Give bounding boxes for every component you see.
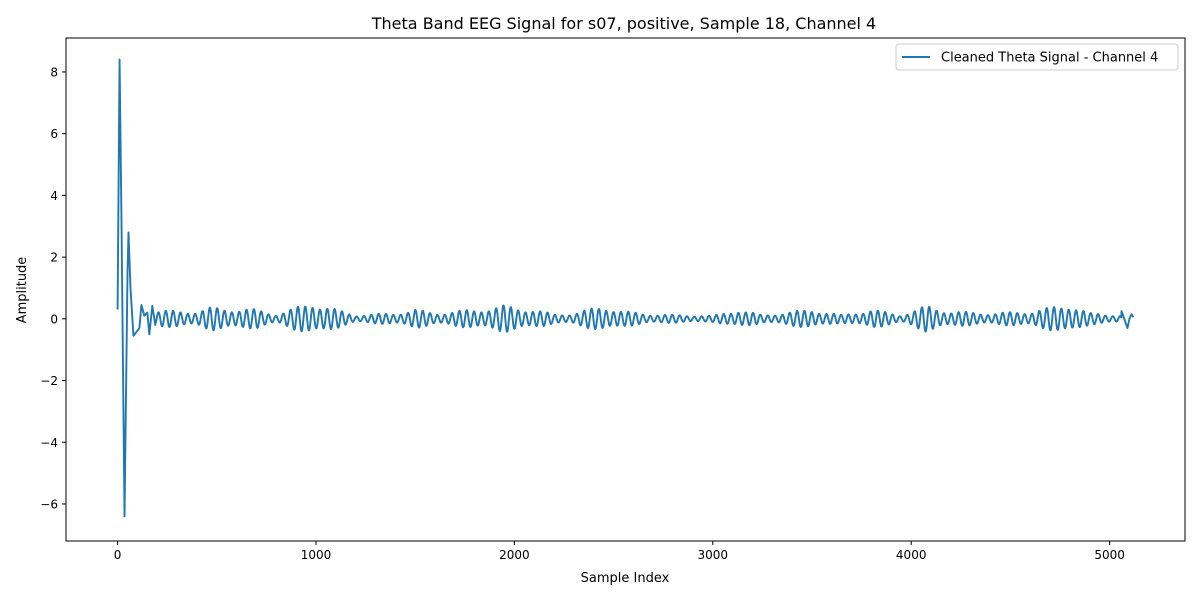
plot-background [66,38,1185,541]
y-tick-label: 2 [50,251,58,265]
y-tick-label: 6 [50,127,58,141]
x-tick-label: 3000 [698,548,729,562]
y-axis: −6 −4 −2 0 2 4 6 8 [40,65,66,511]
series-layer [116,58,1135,518]
y-tick-label: −4 [40,436,58,450]
chart-title: Theta Band EEG Signal for s07, positive,… [371,14,876,33]
y-axis-label: Amplitude [15,257,30,324]
y-tick-label: 8 [50,65,58,79]
x-axis-label: Sample Index [581,571,670,586]
x-tick-label: 5000 [1094,548,1125,562]
plot-frame [65,37,1186,542]
y-tick-label: 0 [50,312,58,326]
series-line-channel-4 [116,58,1135,518]
x-axis: 0 1000 2000 3000 4000 5000 [114,541,1125,562]
y-tick-label: −6 [40,497,58,511]
x-tick-label: 4000 [896,548,927,562]
y-tick-label: −2 [40,374,58,388]
x-tick-label: 0 [114,548,122,562]
plot-area [65,37,1186,542]
x-tick-label: 1000 [301,548,332,562]
x-tick-label: 2000 [499,548,530,562]
y-tick-label: 4 [50,189,58,203]
legend-box [895,43,1179,71]
legend-label: Cleaned Theta Signal - Channel 4 [941,51,1158,66]
legend: Cleaned Theta Signal - Channel 4 [895,43,1179,71]
